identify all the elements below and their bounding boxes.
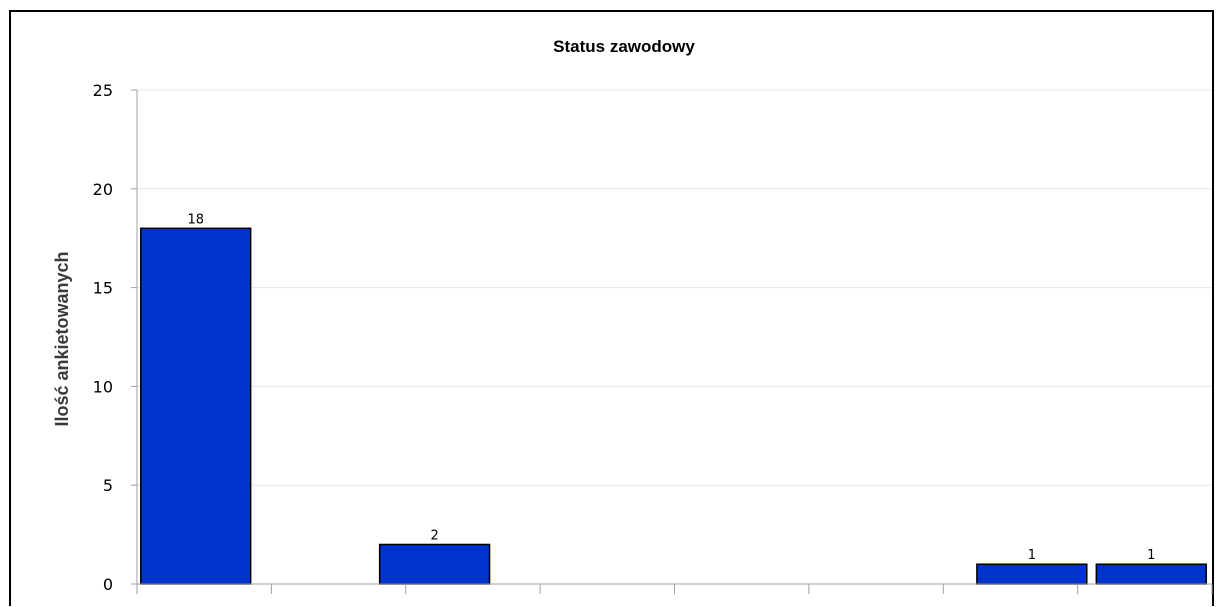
bar: [378, 543, 491, 585]
y-axis-label: Ilość ankietowanych: [52, 251, 72, 426]
y-tick-label: 25: [93, 81, 113, 100]
y-tick-label: 15: [93, 279, 113, 298]
y-tick-label: 20: [93, 180, 113, 199]
labels: 0 5 10 15 20 25 18 2 1 1: [93, 81, 1156, 594]
bar: [1095, 563, 1207, 585]
bar: [976, 563, 1088, 585]
y-tick-label: 0: [103, 575, 113, 594]
y-tick-label: 10: [93, 377, 113, 396]
bar-value-label: 2: [430, 528, 438, 543]
bar-value-label: 1: [1028, 548, 1036, 563]
axes: [131, 89, 1213, 594]
bar-value-label: 18: [187, 212, 204, 227]
bar-value-label: 1: [1147, 548, 1155, 563]
y-tick-label: 5: [103, 476, 113, 495]
grid-lines: [137, 89, 1212, 486]
bar: [140, 227, 252, 585]
chart-title: Status zawodowy: [553, 37, 695, 56]
bars: [140, 227, 1207, 585]
